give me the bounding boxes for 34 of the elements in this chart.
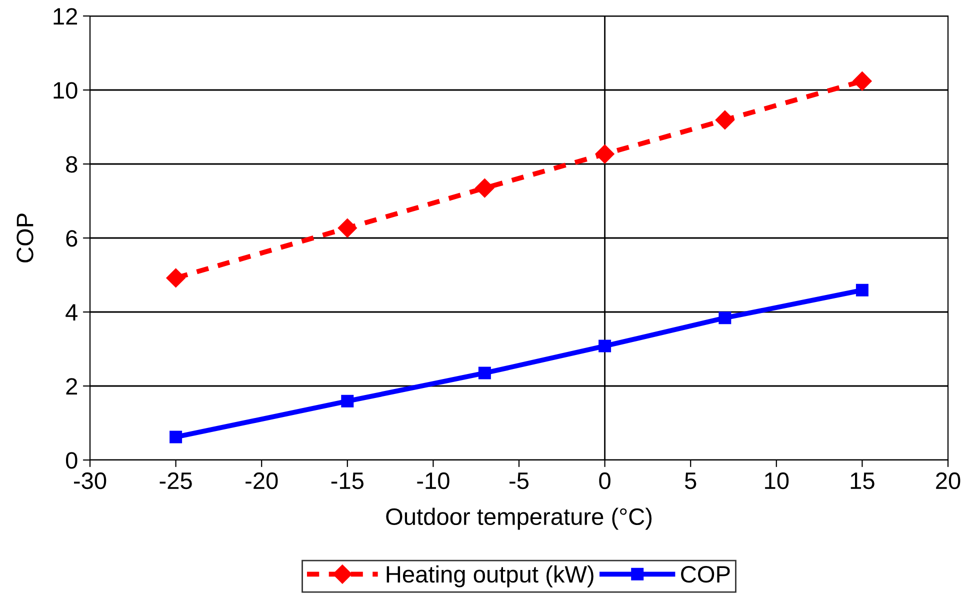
point	[170, 430, 182, 444]
x-tick-label: 5	[684, 472, 696, 490]
y-tick-label: 12	[54, 8, 78, 25]
x-tick-label: -15	[331, 472, 364, 490]
point	[598, 340, 612, 352]
x-tick-label: -5	[510, 472, 529, 490]
legend-label: COP	[681, 566, 730, 583]
point	[475, 178, 494, 198]
point	[341, 394, 354, 408]
point	[715, 110, 734, 130]
x-tick-label: 20	[936, 472, 960, 490]
x-tick-label: 15	[850, 472, 874, 490]
legend-label: Heating output (kW)	[386, 565, 594, 588]
point	[166, 268, 186, 288]
point	[595, 144, 614, 164]
x-tick-label: -25	[160, 472, 192, 490]
point	[338, 218, 357, 238]
x-tick-label: -20	[246, 472, 278, 490]
y-tick-label: 2	[66, 378, 78, 395]
x-tick-label: 10	[765, 472, 789, 490]
x-tick-label: 0	[599, 472, 610, 490]
x-tick-label: -30	[74, 472, 106, 490]
y-tick-label: 0	[66, 452, 78, 469]
x-tick-label: -10	[417, 472, 450, 490]
y-axis-title: COP	[16, 214, 34, 262]
point	[478, 366, 491, 380]
y-tick-label: 4	[66, 304, 78, 321]
y-tick-label: 6	[66, 230, 78, 247]
x-axis-title: Outdoor temperature (°C)	[386, 508, 652, 530]
point	[856, 284, 868, 296]
y-tick-label: 8	[66, 156, 78, 173]
point	[718, 312, 732, 324]
point	[852, 72, 872, 91]
y-tick-label: 10	[54, 82, 78, 99]
